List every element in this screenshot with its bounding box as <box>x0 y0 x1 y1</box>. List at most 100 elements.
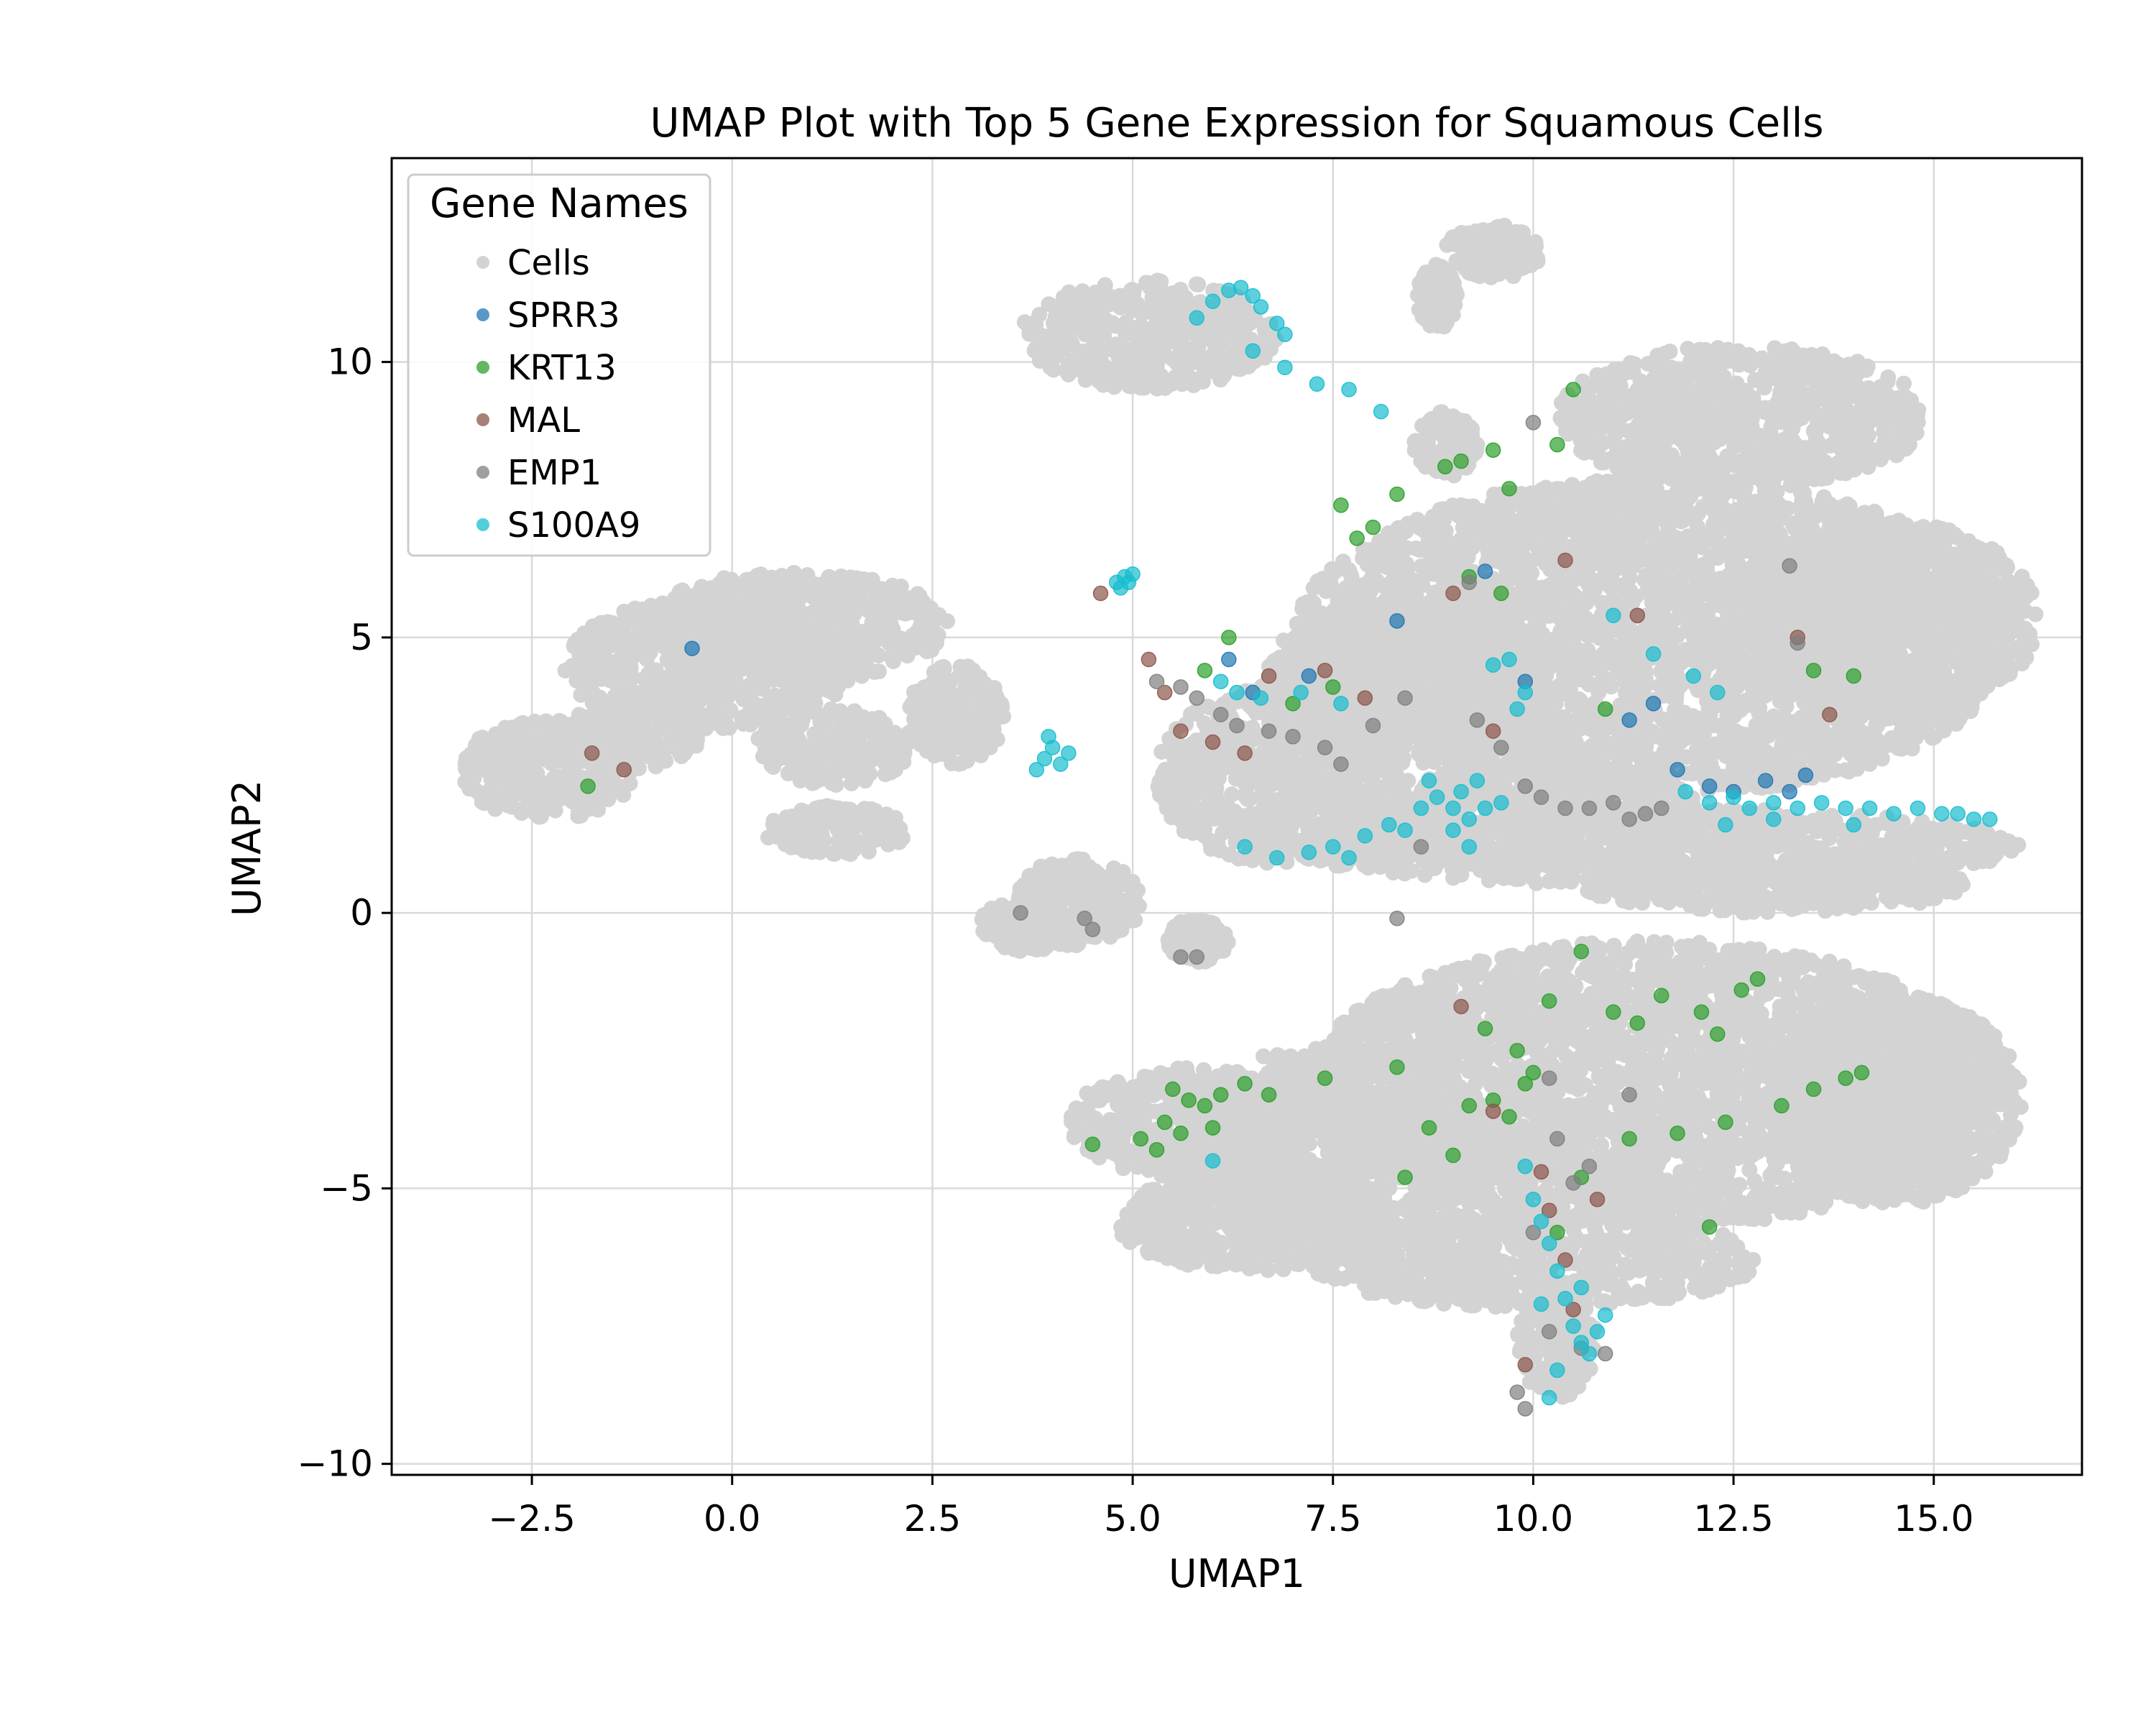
cell-point <box>1667 693 1684 709</box>
cell-point <box>1568 493 1585 510</box>
cell-point <box>1650 384 1667 400</box>
cell-point <box>1654 406 1670 423</box>
cell-point <box>1143 304 1159 321</box>
cell-point <box>1153 367 1169 384</box>
cell-point <box>1654 359 1671 376</box>
cell-point <box>1385 575 1401 592</box>
cell-point <box>1599 576 1616 592</box>
cell-point <box>1901 436 1917 453</box>
cell-point <box>1455 438 1472 455</box>
cell-point <box>1723 676 1739 692</box>
cell-point <box>1866 391 1883 408</box>
cell-point <box>1859 739 1876 755</box>
cell-point <box>1228 359 1245 375</box>
cell-point <box>1700 475 1717 492</box>
cell-point <box>1564 398 1580 415</box>
cell-point <box>1500 567 1516 584</box>
cell-point <box>1083 356 1100 373</box>
cell-point <box>1549 567 1566 584</box>
cell-point <box>1576 444 1593 461</box>
cell-point <box>1589 502 1606 519</box>
cell-point <box>1664 447 1680 464</box>
cell-point <box>1606 735 1623 752</box>
cell-point <box>1704 762 1720 778</box>
cell-point <box>1341 562 1358 579</box>
cell-point <box>1066 357 1082 374</box>
cell-point <box>1823 370 1839 387</box>
cell-point <box>1664 377 1681 393</box>
cell-point <box>1722 507 1738 524</box>
cell-point <box>1746 372 1763 388</box>
cells-background-points <box>457 217 2044 1405</box>
cell-point <box>1649 503 1666 520</box>
cell-point <box>1149 272 1166 289</box>
cell-point <box>1016 314 1033 331</box>
cell-point <box>1622 589 1639 605</box>
cell-point <box>1460 536 1477 553</box>
cell-point <box>1656 712 1672 729</box>
cell-point <box>1080 295 1097 312</box>
cell-point <box>1745 697 1761 714</box>
cell-point <box>1868 505 1884 522</box>
cell-point <box>1664 497 1680 514</box>
cell-point <box>1864 451 1880 467</box>
cell-point <box>1399 561 1415 577</box>
cell-point <box>1197 359 1213 375</box>
cell-point <box>1815 489 1832 505</box>
cell-point <box>1539 505 1556 521</box>
cell-point <box>1707 363 1723 380</box>
cell-point <box>1893 411 1909 428</box>
cell-point <box>1672 561 1688 578</box>
cell-point <box>1242 315 1258 331</box>
cell-point <box>1571 711 1588 727</box>
cell-point <box>1527 627 1544 644</box>
cell-point <box>1419 515 1436 531</box>
cell-point <box>1742 448 1759 465</box>
cell-point <box>1535 482 1552 499</box>
cell-point <box>1424 267 1441 283</box>
cell-point <box>1602 717 1618 733</box>
cell-point <box>1810 354 1827 370</box>
cell-point <box>1723 481 1739 497</box>
cell-point <box>1613 531 1630 548</box>
cell-point <box>1130 376 1147 392</box>
cell-point <box>1784 515 1801 532</box>
cell-point <box>1758 557 1774 574</box>
cell-point <box>1738 501 1755 518</box>
cell-point <box>1694 607 1710 623</box>
cell-point <box>1708 617 1724 633</box>
cell-point <box>1662 525 1678 542</box>
cell-point <box>1827 762 1843 778</box>
cell-point <box>1484 494 1501 511</box>
cell-point <box>1726 533 1743 549</box>
cell-point <box>1680 601 1696 617</box>
cell-point <box>1574 620 1590 637</box>
cell-point <box>1774 756 1791 773</box>
cell-point <box>1182 374 1199 390</box>
chart-title: UMAP Plot with Top 5 Gene Expression for… <box>650 100 1823 147</box>
cell-point <box>1682 480 1698 497</box>
cell-point <box>1801 739 1818 755</box>
cell-point <box>1713 349 1729 365</box>
cell-point <box>1086 336 1102 353</box>
cell-point <box>1457 244 1474 261</box>
cell-point <box>1649 540 1665 556</box>
cell-point <box>1748 756 1764 773</box>
cell-point <box>1440 420 1457 436</box>
cell-point <box>1631 628 1647 645</box>
cell-point <box>1130 358 1146 374</box>
cell-point <box>1516 515 1533 531</box>
cell-point <box>1537 556 1554 572</box>
cell-point <box>1200 325 1217 341</box>
cell-point <box>1822 437 1838 454</box>
cell-point <box>1092 303 1108 319</box>
cell-point <box>1549 656 1566 672</box>
cell-point <box>1566 597 1583 613</box>
cell-point <box>1403 575 1419 592</box>
cell-point <box>1416 566 1433 582</box>
cell-point <box>1818 457 1835 474</box>
cell-point <box>1181 356 1197 372</box>
cell-point <box>1432 502 1448 518</box>
cell-point <box>1683 436 1700 453</box>
